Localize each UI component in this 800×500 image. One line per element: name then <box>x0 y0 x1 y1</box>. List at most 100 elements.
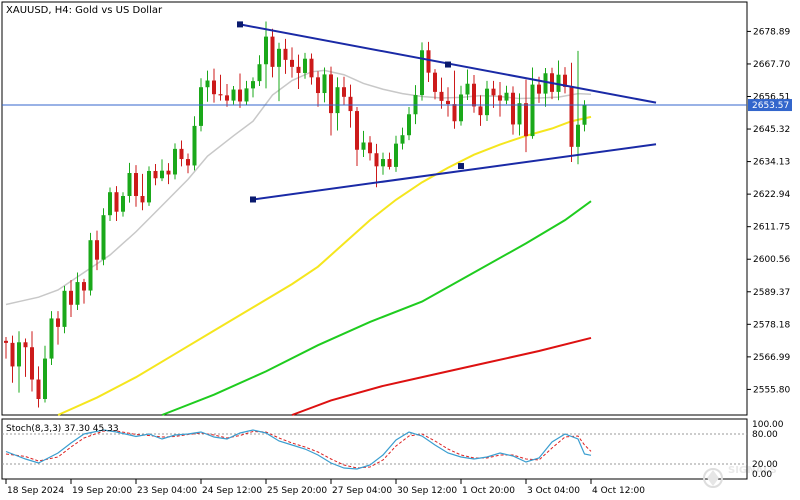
candle <box>10 335 15 383</box>
candle-body <box>225 95 229 101</box>
candle <box>173 143 177 180</box>
x-tick-label: 25 Sep 20:00 <box>267 486 327 496</box>
candle <box>179 140 184 167</box>
candle-body <box>270 36 275 67</box>
y-tick-label: 2634.13 <box>753 158 790 168</box>
candle <box>400 127 405 150</box>
candle-body <box>23 342 28 348</box>
candle-body <box>433 72 437 92</box>
y-tick-label: 2555.80 <box>753 385 790 395</box>
candle-body <box>524 103 528 137</box>
candle <box>374 143 379 188</box>
candle-body <box>95 240 99 260</box>
candle-body <box>173 148 177 175</box>
candle-body <box>192 125 197 166</box>
candle-body <box>465 83 470 95</box>
candle-body <box>322 74 327 94</box>
candle <box>485 80 489 121</box>
candle <box>82 278 86 304</box>
trendline <box>252 143 657 201</box>
watermark-logo: SIGNALS <box>703 465 777 488</box>
x-tick-label: 4 Oct 12:00 <box>592 486 645 496</box>
y-axis: 2678.89 2667.70 2656.51 2645.32 2634.13 2622.… <box>747 27 790 395</box>
candle-body <box>439 91 444 101</box>
y-tick-label: 2600.56 <box>753 255 790 265</box>
stoch-level-label: 20.00 <box>752 460 778 470</box>
candle-body <box>69 290 73 305</box>
candle-body <box>420 50 424 96</box>
candle-body <box>179 148 184 160</box>
candle <box>101 208 106 266</box>
candle-body <box>511 92 515 125</box>
candle-body <box>517 103 522 125</box>
candle <box>290 47 294 78</box>
candle-body <box>238 89 242 102</box>
candle-body <box>166 170 171 175</box>
candle <box>244 80 249 106</box>
candle-body <box>82 282 86 291</box>
candle <box>303 52 307 79</box>
candle-body <box>251 81 255 89</box>
candle <box>446 87 450 117</box>
candle <box>69 280 73 317</box>
candle-body <box>309 58 314 78</box>
candle-body <box>407 114 411 136</box>
stoch-level-label: 80.00 <box>752 430 778 440</box>
candle <box>186 153 190 174</box>
candle-body <box>277 48 281 67</box>
x-tick-label: 3 Oct 04:00 <box>527 486 580 496</box>
candle <box>407 106 411 141</box>
candle <box>23 338 28 377</box>
current-price-value: 2653.57 <box>752 101 789 111</box>
candle <box>17 331 21 393</box>
candle-body <box>478 106 483 116</box>
candle <box>56 311 60 345</box>
candle-body <box>361 142 366 150</box>
candle <box>329 66 333 136</box>
candle <box>563 67 567 94</box>
candle <box>361 130 366 158</box>
candle <box>498 81 502 117</box>
candle <box>368 136 372 161</box>
candle-body <box>374 153 379 167</box>
candle <box>49 311 54 365</box>
candle-body <box>43 358 47 400</box>
candle <box>192 116 197 171</box>
candle-body <box>368 142 372 154</box>
candle-body <box>446 100 450 105</box>
candle-body <box>127 173 132 196</box>
candle-body <box>212 80 216 95</box>
candle <box>88 232 93 296</box>
candle-body <box>231 89 236 101</box>
candle-body <box>543 73 548 94</box>
x-tick-label: 1 Oct 20:00 <box>462 486 515 496</box>
candle <box>309 53 314 85</box>
candle-body <box>257 64 262 82</box>
candle <box>218 74 223 101</box>
trendlines-layer[interactable] <box>237 21 657 203</box>
y-tick-label: 2656.51 <box>753 92 790 102</box>
candle <box>270 28 275 78</box>
candle-body <box>147 170 151 203</box>
candle <box>381 152 385 175</box>
candle <box>504 85 509 105</box>
candle <box>524 79 528 153</box>
candle-body <box>114 192 119 212</box>
candle-body <box>205 80 210 88</box>
candle-body <box>160 170 164 179</box>
candle <box>355 106 359 167</box>
candle-body <box>10 342 15 367</box>
candle-body <box>17 342 21 367</box>
candle-body <box>134 173 138 196</box>
x-tick-label: 27 Sep 04:00 <box>332 486 392 496</box>
candle-body <box>316 77 320 94</box>
stoch-main-line <box>5 429 592 470</box>
candle-body <box>563 74 567 87</box>
candle-body <box>452 104 457 122</box>
candle-body <box>335 87 340 114</box>
main-chart-frame <box>1 1 748 416</box>
candle <box>472 75 476 113</box>
candle <box>127 162 132 203</box>
candle <box>439 77 444 109</box>
